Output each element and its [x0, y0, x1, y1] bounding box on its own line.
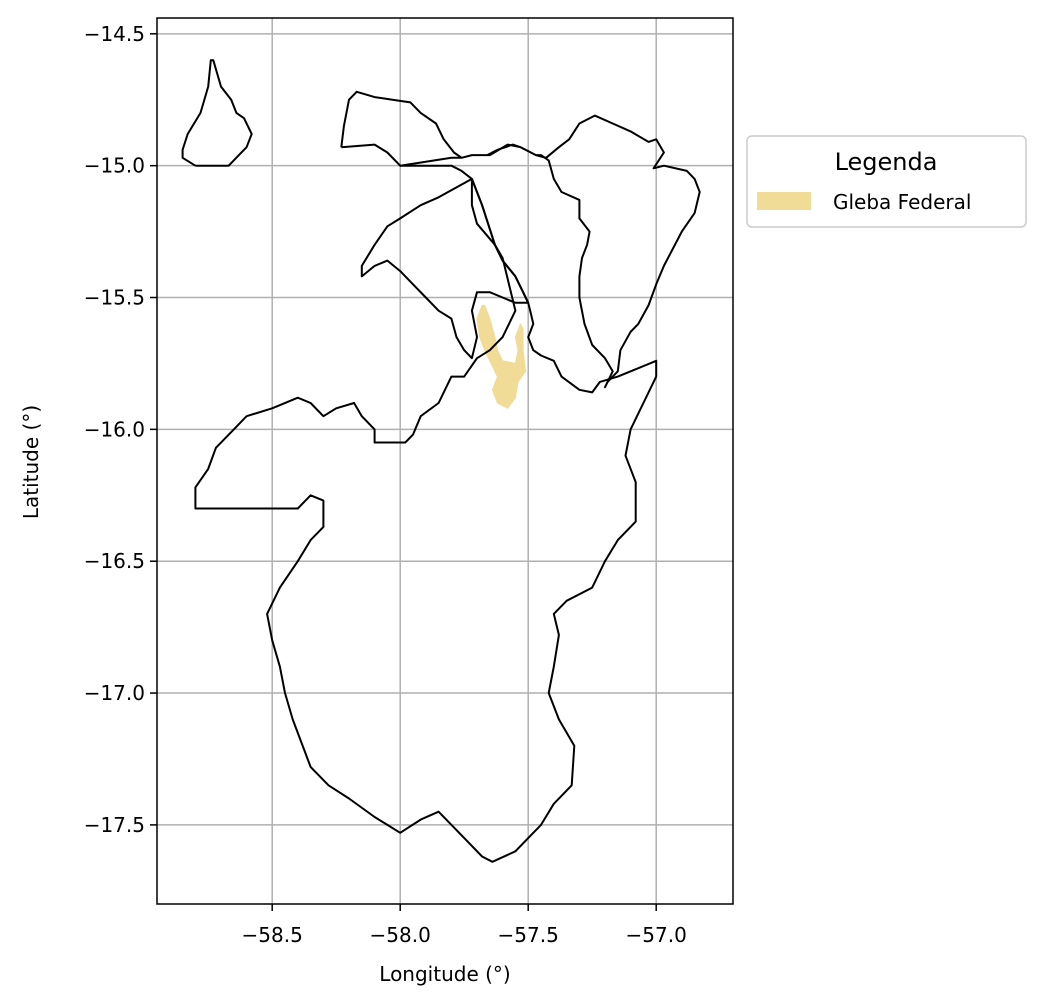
plot-frame	[156, 17, 734, 905]
y-tick-label-4: −16.5	[84, 549, 145, 573]
gleba-federal-polygon-0	[476, 304, 527, 409]
y-tick-label-1: −15.0	[84, 154, 145, 178]
municipal-boundary-2	[194, 178, 658, 863]
municipal-boundary-1	[340, 90, 701, 389]
x-axis-label: Longitude (°)	[379, 962, 510, 986]
legend: Legenda Gleba Federal	[746, 135, 1027, 228]
y-tick-label-5: −17.0	[84, 681, 145, 705]
legend-title: Legenda	[835, 148, 938, 176]
y-tick-label-6: −17.5	[84, 813, 145, 837]
x-tick-label-3: −57.0	[626, 923, 687, 947]
municipal-boundary-4	[360, 178, 529, 360]
x-tick-label-2: −57.5	[498, 923, 559, 947]
x-axis-ticks: −58.5 −58.0 −57.5 −57.0	[242, 904, 687, 947]
y-tick-label-2: −15.5	[84, 286, 145, 310]
y-axis-ticks: −14.5 −15.0 −15.5 −16.0 −16.5 −17.0 −17.5	[84, 22, 157, 837]
y-tick-label-3: −16.0	[84, 417, 145, 441]
legend-box	[746, 135, 1027, 228]
municipal-boundary-3	[400, 164, 530, 304]
x-tick-label-1: −58.0	[370, 923, 431, 947]
x-tick-label-0: −58.5	[242, 923, 303, 947]
legend-label-gleba-federal: Gleba Federal	[833, 190, 971, 214]
y-axis-label: Latitude (°)	[19, 405, 43, 519]
municipal-boundary-0	[181, 59, 253, 167]
municipal-boundaries-layer	[181, 59, 701, 863]
map-data	[181, 59, 701, 863]
legend-swatch-gleba-federal	[757, 192, 811, 210]
gleba-federal-layer	[476, 304, 527, 409]
y-tick-label-0: −14.5	[84, 22, 145, 46]
grid-lines	[157, 18, 733, 904]
